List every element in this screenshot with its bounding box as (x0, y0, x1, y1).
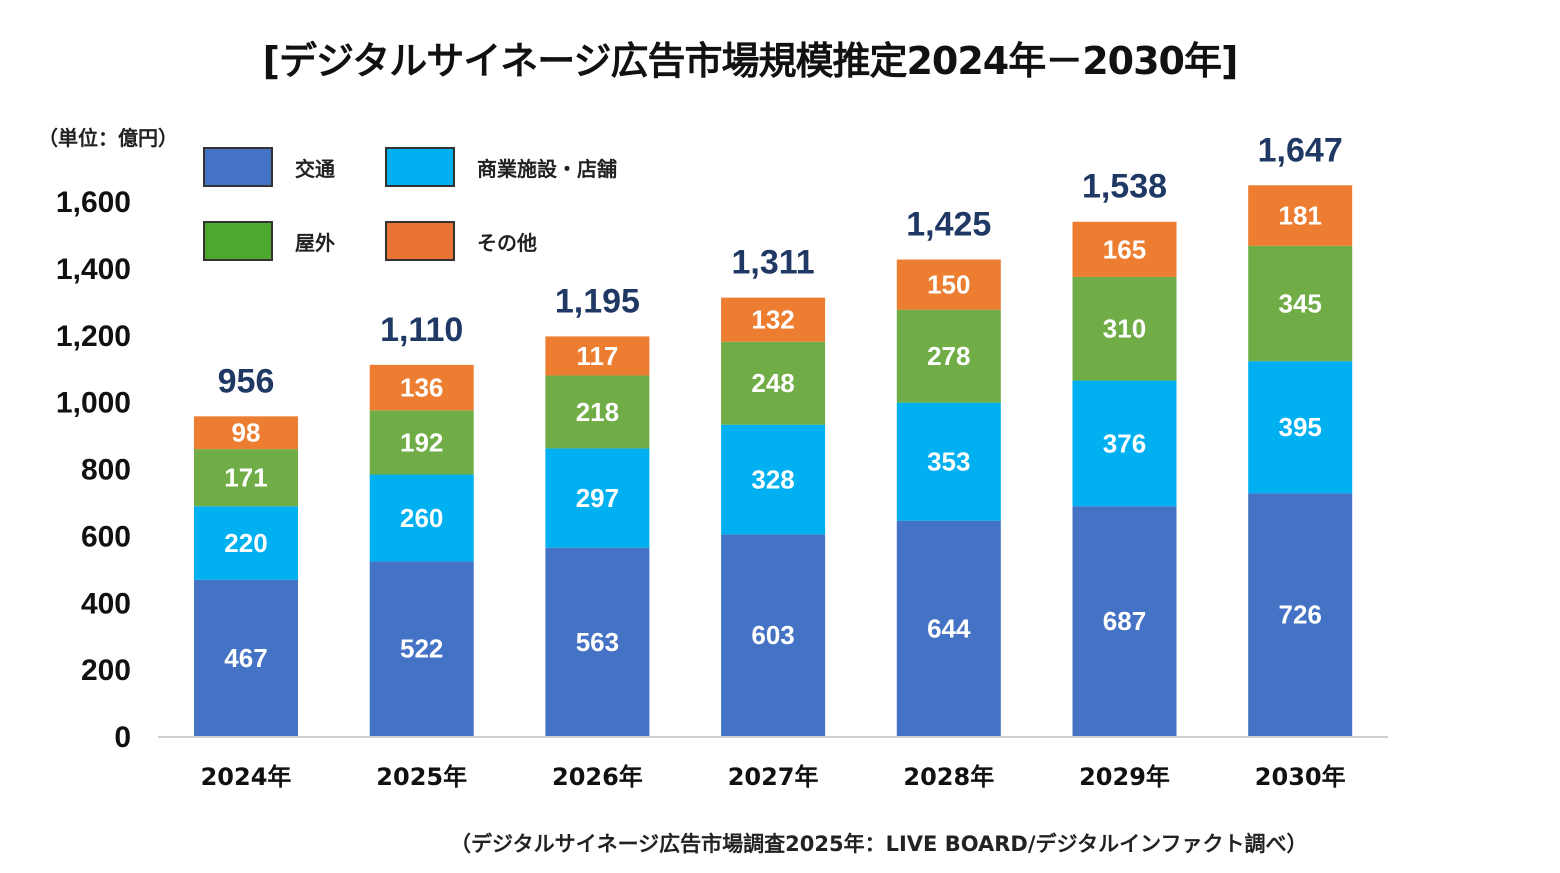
bar-segment (369, 410, 474, 475)
bar-segment (896, 309, 1001, 403)
bar-segment (545, 336, 650, 376)
x-tick-label: 2025年 (376, 763, 467, 791)
bar-segment (194, 579, 298, 736)
data-label: 117 (576, 341, 618, 371)
data-label: 260 (400, 503, 443, 533)
source-note: （デジタルサイネージ広告市場調査2025年：LIVE BOARD/デジタルインフ… (450, 832, 1308, 856)
data-label: 136 (400, 373, 443, 403)
bar-segment (721, 297, 826, 342)
x-tick-label: 2027年 (728, 763, 819, 791)
data-label: 310 (1103, 314, 1146, 344)
legend-swatch (203, 221, 273, 261)
data-label: 522 (400, 634, 443, 664)
data-label: 395 (1279, 412, 1322, 442)
data-label: 132 (751, 305, 794, 335)
bar-segment (369, 474, 474, 562)
bar-segment (1072, 221, 1177, 277)
chart-title: [デジタルサイネージ広告市場規模推定2024年－2030年] (262, 39, 1239, 83)
data-label: 328 (751, 465, 794, 495)
data-label: 150 (927, 270, 970, 300)
legend-item-commercial: 商業施設・店舗 (385, 147, 617, 187)
legend-swatch (385, 147, 455, 187)
bar-segment (545, 547, 650, 736)
bar-segment (721, 424, 826, 535)
y-tick-label: 600 (81, 520, 131, 553)
data-label: 192 (400, 427, 443, 457)
y-tick-label: 1,200 (56, 320, 131, 353)
total-label: 956 (218, 362, 275, 400)
data-label: 181 (1279, 201, 1322, 231)
data-label: 171 (224, 463, 267, 493)
legend-label: 商業施設・店舗 (477, 156, 617, 181)
data-label: 297 (576, 483, 619, 513)
x-tick-label: 2029年 (1079, 763, 1170, 791)
bar-segment (896, 520, 1001, 736)
x-tick-label: 2028年 (903, 763, 994, 791)
y-tick-label: 0 (114, 721, 131, 754)
data-label: 98 (232, 418, 261, 448)
bar-segment (1248, 361, 1353, 494)
data-label: 248 (751, 368, 794, 398)
bar-segment (1248, 245, 1353, 362)
x-tick-label: 2024年 (201, 763, 292, 791)
bar-segment (721, 534, 826, 736)
unit-label: （単位：億円） (38, 126, 178, 150)
data-label: 165 (1103, 234, 1146, 264)
data-label: 376 (1103, 428, 1146, 458)
total-label: 1,425 (906, 206, 991, 244)
x-tick-label: 2026年 (552, 763, 643, 791)
data-label: 218 (576, 397, 619, 427)
bar-segment (896, 259, 1001, 310)
bar-segment (369, 561, 474, 736)
bar-segment (1248, 493, 1353, 736)
bar-segment (1248, 185, 1353, 246)
y-tick-label: 200 (81, 654, 131, 687)
total-label: 1,311 (731, 244, 814, 282)
bar-segment (194, 449, 298, 507)
data-label: 644 (927, 613, 971, 643)
legend-swatch (203, 147, 273, 187)
data-label: 467 (224, 643, 267, 673)
legend-label: 屋外 (295, 230, 335, 255)
data-label: 687 (1103, 606, 1146, 636)
y-tick-label: 400 (81, 587, 131, 620)
bar-segment (369, 364, 474, 411)
bar-segment (545, 375, 650, 449)
legend-item-outdoor: 屋外 (203, 221, 335, 261)
data-label: 345 (1279, 288, 1322, 318)
legend-swatch (385, 221, 455, 261)
legend-item-transport: 交通 (203, 147, 335, 187)
bar-segment (721, 341, 826, 425)
data-label: 563 (576, 627, 619, 657)
y-tick-label: 1,600 (56, 186, 131, 219)
y-tick-label: 800 (81, 454, 131, 487)
legend-item-other: その他 (385, 221, 537, 261)
total-label: 1,195 (555, 282, 640, 320)
total-label: 1,538 (1082, 168, 1167, 206)
bar-segment (1072, 276, 1177, 381)
data-label: 726 (1279, 600, 1322, 630)
total-label: 1,647 (1258, 131, 1343, 169)
legend-label: その他 (477, 230, 537, 255)
bar-segment (1072, 506, 1177, 736)
legend-label: 交通 (295, 156, 335, 181)
data-label: 353 (927, 447, 970, 477)
bar-segment (896, 402, 1001, 521)
data-label: 278 (927, 341, 970, 371)
y-tick-label: 1,000 (56, 387, 131, 420)
bar-segment (194, 506, 298, 580)
total-label: 1,110 (380, 311, 463, 349)
bar-segment (545, 448, 650, 548)
data-label: 603 (751, 620, 794, 650)
data-label: 220 (224, 528, 267, 558)
bar-segment (1072, 380, 1177, 507)
y-tick-label: 1,400 (56, 253, 131, 286)
bar-segment (194, 416, 298, 450)
x-tick-label: 2030年 (1255, 763, 1346, 791)
